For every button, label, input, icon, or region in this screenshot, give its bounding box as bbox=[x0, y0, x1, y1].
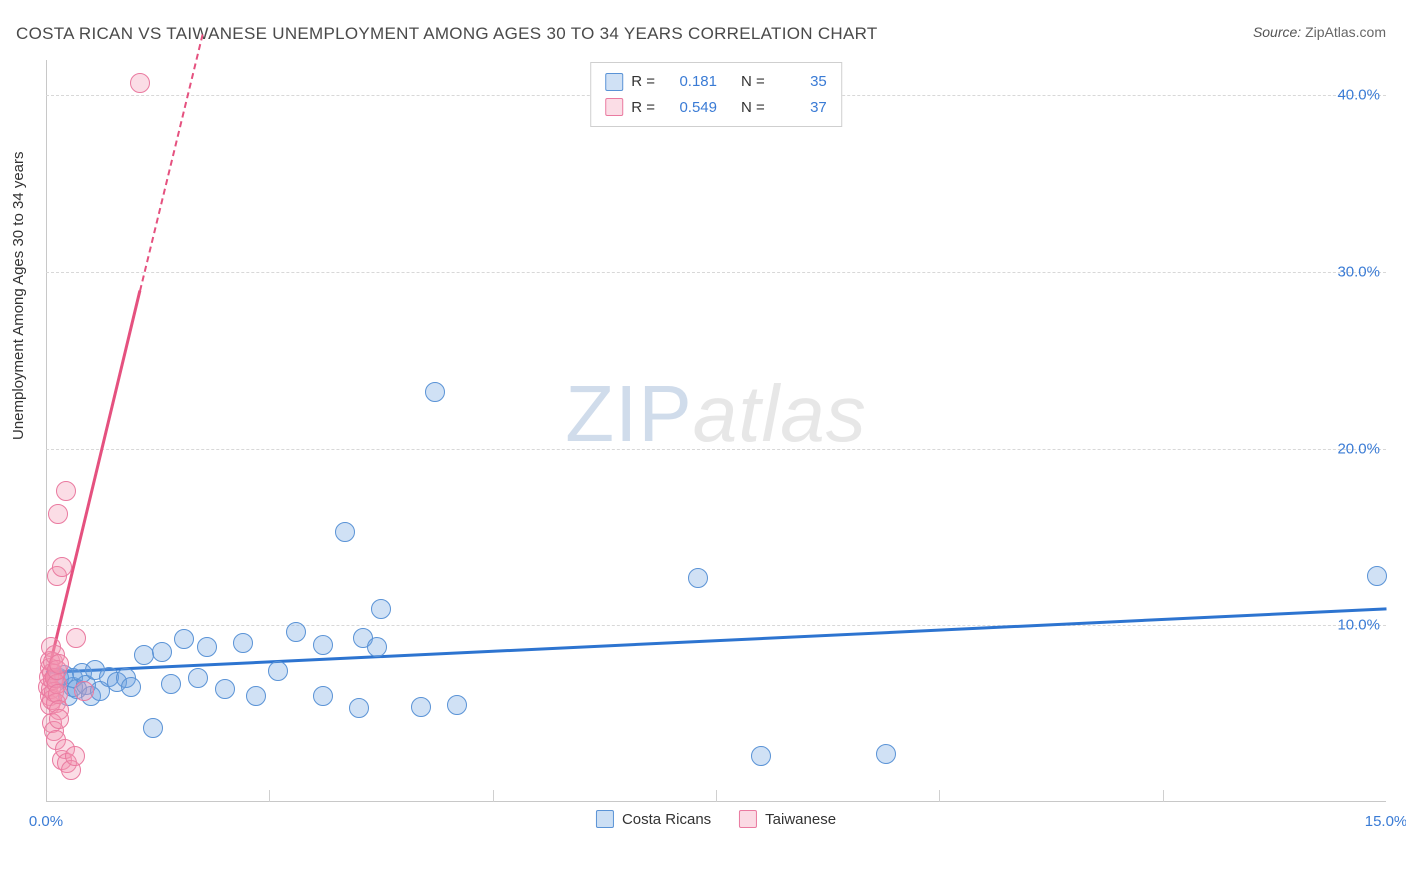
data-point-costa_ricans bbox=[134, 645, 154, 665]
xtick-minor bbox=[1163, 790, 1164, 802]
legend-row-costa_ricans: R = 0.181 N = 35 bbox=[605, 69, 827, 95]
legend-row-taiwanese: R = 0.549 N = 37 bbox=[605, 95, 827, 121]
legend-n-value-taiwanese: 37 bbox=[777, 95, 827, 121]
data-point-costa_ricans bbox=[188, 668, 208, 688]
data-point-costa_ricans bbox=[411, 697, 431, 717]
ytick-label: 40.0% bbox=[1337, 87, 1380, 104]
source-label: Source: bbox=[1253, 24, 1301, 40]
data-point-costa_ricans bbox=[286, 622, 306, 642]
data-point-costa_ricans bbox=[751, 746, 771, 766]
source-attribution: Source: ZipAtlas.com bbox=[1253, 24, 1386, 40]
series-legend-item: Taiwanese bbox=[739, 810, 836, 828]
xtick-minor bbox=[493, 790, 494, 802]
data-point-taiwanese bbox=[130, 73, 150, 93]
data-point-costa_ricans bbox=[215, 679, 235, 699]
data-point-taiwanese bbox=[52, 557, 72, 577]
series-legend-item: Costa Ricans bbox=[596, 810, 711, 828]
data-point-costa_ricans bbox=[349, 698, 369, 718]
ytick-label: 10.0% bbox=[1337, 617, 1380, 634]
gridline-h bbox=[46, 625, 1386, 626]
data-point-taiwanese bbox=[49, 709, 69, 729]
ytick-label: 20.0% bbox=[1337, 440, 1380, 457]
chart-title: COSTA RICAN VS TAIWANESE UNEMPLOYMENT AM… bbox=[16, 24, 878, 44]
gridline-h bbox=[46, 449, 1386, 450]
data-point-taiwanese bbox=[48, 504, 68, 524]
xtick-minor bbox=[269, 790, 270, 802]
ytick-label: 30.0% bbox=[1337, 264, 1380, 281]
watermark: ZIPatlas bbox=[565, 368, 866, 460]
watermark-zip: ZIP bbox=[565, 369, 692, 458]
series-legend-swatch bbox=[596, 810, 614, 828]
data-point-costa_ricans bbox=[233, 633, 253, 653]
data-point-taiwanese bbox=[66, 628, 86, 648]
legend-r-value-taiwanese: 0.549 bbox=[667, 95, 717, 121]
legend-r-label: R = bbox=[631, 69, 655, 95]
xtick-minor bbox=[716, 790, 717, 802]
data-point-costa_ricans bbox=[197, 637, 217, 657]
data-point-costa_ricans bbox=[313, 686, 333, 706]
data-point-costa_ricans bbox=[246, 686, 266, 706]
data-point-costa_ricans bbox=[174, 629, 194, 649]
legend-n-label: N = bbox=[741, 95, 765, 121]
data-point-costa_ricans bbox=[876, 744, 896, 764]
legend-swatch-costa_ricans bbox=[605, 73, 623, 91]
xtick-label: 15.0% bbox=[1365, 813, 1406, 830]
plot-surface: ZIPatlas 10.0%20.0%30.0%40.0%0.0%15.0% bbox=[46, 60, 1386, 830]
data-point-costa_ricans bbox=[425, 382, 445, 402]
series-legend-label: Taiwanese bbox=[765, 811, 836, 828]
legend-n-value-costa_ricans: 35 bbox=[777, 69, 827, 95]
legend-n-label: N = bbox=[741, 69, 765, 95]
data-point-taiwanese bbox=[56, 481, 76, 501]
legend-swatch-taiwanese bbox=[605, 98, 623, 116]
series-legend-label: Costa Ricans bbox=[622, 811, 711, 828]
data-point-costa_ricans bbox=[143, 718, 163, 738]
data-point-costa_ricans bbox=[161, 674, 181, 694]
data-point-taiwanese bbox=[74, 681, 94, 701]
source-value: ZipAtlas.com bbox=[1305, 24, 1386, 40]
y-axis-label: Unemployment Among Ages 30 to 34 years bbox=[10, 151, 27, 440]
trendline-dash-taiwanese bbox=[139, 34, 203, 291]
legend-r-value-costa_ricans: 0.181 bbox=[667, 69, 717, 95]
watermark-atlas: atlas bbox=[693, 369, 867, 458]
chart-area: ZIPatlas 10.0%20.0%30.0%40.0%0.0%15.0% R… bbox=[46, 60, 1386, 830]
data-point-costa_ricans bbox=[313, 635, 333, 655]
data-point-costa_ricans bbox=[1367, 566, 1387, 586]
legend-r-label: R = bbox=[631, 95, 655, 121]
data-point-costa_ricans bbox=[688, 568, 708, 588]
data-point-costa_ricans bbox=[152, 642, 172, 662]
xtick-label: 0.0% bbox=[29, 813, 63, 830]
data-point-costa_ricans bbox=[268, 661, 288, 681]
xtick-minor bbox=[939, 790, 940, 802]
data-point-costa_ricans bbox=[367, 637, 387, 657]
data-point-taiwanese bbox=[65, 746, 85, 766]
gridline-h bbox=[46, 272, 1386, 273]
data-point-costa_ricans bbox=[371, 599, 391, 619]
data-point-costa_ricans bbox=[335, 522, 355, 542]
series-legend-swatch bbox=[739, 810, 757, 828]
correlation-legend: R = 0.181 N = 35 R = 0.549 N = 37 bbox=[590, 62, 842, 127]
series-legend: Costa Ricans Taiwanese bbox=[596, 810, 836, 828]
data-point-taiwanese bbox=[49, 654, 69, 674]
data-point-costa_ricans bbox=[121, 677, 141, 697]
data-point-costa_ricans bbox=[447, 695, 467, 715]
